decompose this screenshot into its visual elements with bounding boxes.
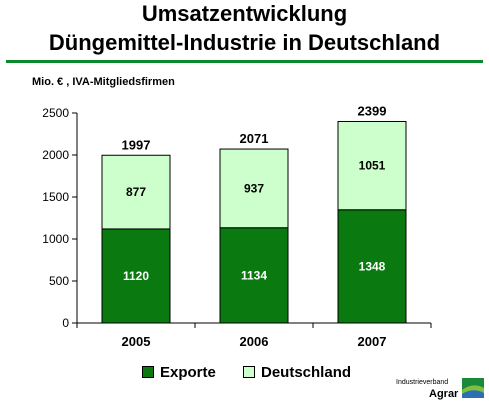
total-label-2007: 2399: [358, 103, 387, 118]
legend-item-exporte: Exporte: [142, 364, 216, 381]
legend-swatch-exporte: [142, 365, 154, 378]
y-tick-label: 1000: [42, 232, 69, 246]
industrieverband-agrar-logo: Industrieverband Agrar: [396, 378, 486, 400]
y-tick-label: 500: [49, 274, 69, 288]
bar-deutschland-2005: [101, 154, 171, 230]
logo-main-text: Agrar: [429, 388, 459, 400]
y-tick-label: 2000: [42, 148, 69, 162]
bar-exporte-2007: [337, 209, 407, 324]
legend-label-exporte: Exporte: [160, 364, 216, 381]
data-label-exporte-2006: 1134: [241, 268, 267, 282]
bar-deutschland-2007: [337, 120, 407, 211]
data-label-exporte-2007: 1348: [359, 259, 386, 273]
data-label-exporte-2005: 1120: [123, 269, 149, 283]
y-tick-label: 0: [62, 316, 69, 330]
logo-subtext: Industrieverband: [396, 379, 449, 386]
unit-label: Mio. € , IVA-Mitgliedsfirmen: [32, 76, 175, 88]
y-tick-label: 1500: [42, 190, 69, 204]
x-tick-label-2006: 2006: [240, 334, 269, 349]
legend-swatch-deutschland: [243, 365, 255, 378]
logo-mark-icon: [462, 378, 484, 398]
y-tick-label: 2500: [42, 106, 69, 120]
data-label-deutschland-2006: 937: [244, 181, 264, 195]
chart-title-line-2: Düngemittel-Industrie in Deutschland: [48, 30, 441, 55]
title-divider: [6, 60, 483, 63]
chart-title-line-1: Umsatzentwicklung: [141, 1, 348, 26]
legend-item-deutschland: Deutschland: [243, 364, 351, 381]
bar-deutschland-2006: [219, 148, 289, 229]
total-label-2005: 1997: [122, 137, 151, 152]
total-label-2006: 2071: [240, 131, 269, 146]
bar-exporte-2005: [101, 228, 171, 324]
x-tick-label-2007: 2007: [358, 334, 387, 349]
data-label-deutschland-2007: 1051: [359, 159, 386, 173]
x-tick-label-2005: 2005: [122, 334, 151, 349]
legend-label-deutschland: Deutschland: [261, 364, 352, 381]
data-label-deutschland-2005: 877: [126, 185, 146, 199]
bar-exporte-2006: [219, 227, 289, 324]
